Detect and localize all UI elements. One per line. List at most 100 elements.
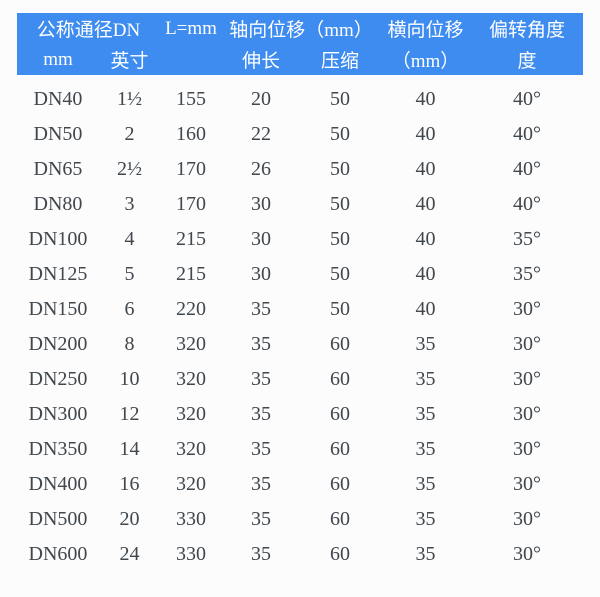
header-cell: 英寸 (99, 44, 161, 75)
table-cell: 50 (330, 263, 351, 285)
table-cell: 50 (330, 158, 351, 180)
table-cell: 30 (251, 263, 272, 285)
table-cell: DN400 (28, 473, 88, 495)
table-cell: DN150 (28, 298, 88, 320)
table-cell: 220 (176, 298, 207, 320)
table-cell: 35 (415, 543, 436, 565)
table-cell: 30° (513, 368, 542, 390)
table-cell: 35 (251, 368, 272, 390)
table-cell: 30° (513, 508, 542, 530)
table-cell: 26 (251, 158, 272, 180)
table-cell: 50 (330, 228, 351, 250)
table-cell: 50 (330, 298, 351, 320)
table-cell: 35 (415, 368, 436, 390)
table-row: DN150 6 220 35 50 40 30° (17, 292, 583, 327)
header-cell: 度 (471, 44, 584, 75)
table-cell: 60 (330, 508, 351, 530)
table-cell: DN80 (33, 193, 83, 215)
table-cell: 35 (415, 438, 436, 460)
table-cell: DN200 (28, 333, 88, 355)
table-cell: 40 (415, 88, 436, 110)
header-cell: 轴向位移（mm） (222, 13, 381, 44)
table-row: DN100 4 215 30 50 40 35° (17, 222, 583, 257)
spec-table: 公称通径DN L=mm 轴向位移（mm） 横向位移 偏转角度 mm 英寸 伸长 压缩 （mm）度 … (17, 13, 584, 572)
table-cell: 215 (176, 263, 207, 285)
header-cell: 横向位移 (380, 13, 472, 44)
table-cell: 8 (124, 333, 135, 355)
table-cell: 14 (119, 438, 140, 460)
table-cell: 2 (124, 123, 135, 145)
table-cell: 50 (330, 193, 351, 215)
table-cell: 35 (251, 508, 272, 530)
table-cell: 12 (119, 403, 140, 425)
table-cell: 20 (251, 88, 272, 110)
table-cell: 35° (513, 263, 542, 285)
table-cell: DN350 (28, 438, 88, 460)
table-cell: 60 (330, 438, 351, 460)
table-cell: 30° (513, 333, 542, 355)
table-row: DN350 14 320 35 60 35 30° (17, 432, 583, 467)
header-row: 公称通径DN L=mm 轴向位移（mm） 横向位移 偏转角度 (17, 13, 584, 44)
table-cell: 215 (176, 228, 207, 250)
table-row: DN65 2½ 170 26 50 40 40° (17, 152, 583, 187)
table-cell: 10 (119, 368, 140, 390)
table-row: DN80 3 170 30 50 40 40° (17, 187, 583, 222)
table-cell: 320 (176, 438, 207, 460)
table-cell: 320 (176, 403, 207, 425)
table-cell: 40 (415, 193, 436, 215)
table-cell: 35 (251, 438, 272, 460)
table-cell: 30° (513, 543, 542, 565)
table-cell: 4 (124, 228, 135, 250)
table-cell: 35 (251, 298, 272, 320)
table-cell: 50 (330, 88, 351, 110)
table-row: DN250 10 320 35 60 35 30° (17, 362, 583, 397)
table-cell: 60 (330, 368, 351, 390)
header-cell: 公称通径DN (17, 13, 161, 44)
table-cell: 16 (119, 473, 140, 495)
table-cell: 30° (513, 403, 542, 425)
table-cell: 24 (119, 543, 140, 565)
table-cell: 40 (415, 123, 436, 145)
table-cell: 3 (124, 193, 135, 215)
table-cell: 40 (415, 298, 436, 320)
table-cell: 170 (176, 158, 207, 180)
table-row: DN600 24 330 35 60 35 30° (17, 537, 583, 572)
table-cell: 20 (119, 508, 140, 530)
table-cell: 35 (415, 333, 436, 355)
header-cell: L=mm (160, 13, 223, 44)
table-cell: 5 (124, 263, 135, 285)
header-row: mm 英寸 伸长 压缩 （mm）度 (17, 44, 584, 75)
table-cell: DN50 (33, 123, 83, 145)
table-cell: 22 (251, 123, 272, 145)
table-cell: 6 (124, 298, 135, 320)
table-row: DN300 12 320 35 60 35 30° (17, 397, 583, 432)
table-row: DN125 5 215 30 50 40 35° (17, 257, 583, 292)
table-row: DN200 8 320 35 60 35 30° (17, 327, 583, 362)
table-body: DN40 1½ 155 20 50 40 40° DN50 2 160 22 50 40 40° DN65 2… (17, 75, 583, 572)
table-cell: 160 (176, 123, 207, 145)
header-cell: mm (17, 44, 99, 75)
table-cell: 40 (415, 263, 436, 285)
table-cell: 35 (251, 543, 272, 565)
table-cell: 35 (251, 473, 272, 495)
table-cell: DN250 (28, 368, 88, 390)
table-cell: DN125 (28, 263, 88, 285)
table-row: DN400 16 320 35 60 35 30° (17, 467, 583, 502)
table-cell: DN300 (28, 403, 88, 425)
table-cell: 35 (251, 403, 272, 425)
table-cell: 1½ (117, 88, 142, 110)
table-cell: 330 (176, 508, 207, 530)
table-cell: 60 (330, 543, 351, 565)
table-cell: 35 (415, 473, 436, 495)
table-cell: DN500 (28, 508, 88, 530)
table-cell: 320 (176, 333, 207, 355)
table-row: DN40 1½ 155 20 50 40 40° (17, 75, 583, 117)
header-cell (160, 44, 223, 75)
table-cell: 60 (330, 403, 351, 425)
header-cell: （mm） (380, 44, 472, 75)
table-cell: 60 (330, 333, 351, 355)
header-cell: 压缩 (300, 44, 381, 75)
table-cell: 40° (513, 193, 542, 215)
header-cell: 偏转角度 (471, 13, 584, 44)
